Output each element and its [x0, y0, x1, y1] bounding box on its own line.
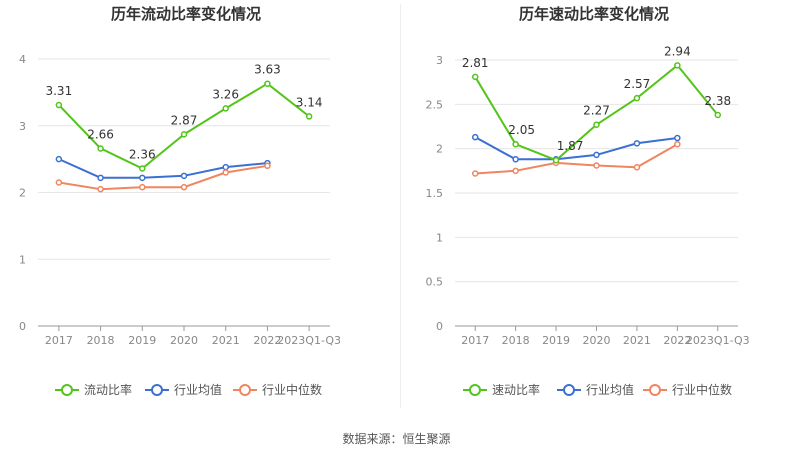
data-point [222, 163, 229, 171]
series-line [58, 164, 268, 191]
chart-title: 历年流动比率变化情况 [111, 5, 261, 23]
x-tick-label: 2018 [87, 334, 115, 347]
data-point [139, 183, 146, 191]
y-tick-label: 2 [436, 143, 443, 156]
chart-title: 历年速动比率变化情况 [519, 5, 669, 23]
data-point [633, 164, 641, 171]
data-point [264, 162, 271, 170]
legend-label: 流动比率 [84, 382, 132, 397]
x-tick-label: 2017 [461, 334, 489, 347]
x-tick-label: 2021 [212, 334, 240, 347]
legend-marker [649, 384, 661, 396]
data-label: 2.57 [624, 77, 651, 91]
data-point [674, 62, 681, 69]
data-point [97, 185, 104, 193]
data-point [55, 101, 63, 109]
data-point [593, 162, 600, 169]
data-point [471, 73, 479, 81]
x-tick-label: 2018 [502, 334, 530, 347]
data-point [180, 172, 188, 180]
data-point [593, 151, 600, 159]
data-point [222, 105, 229, 112]
data-label: 1.87 [557, 139, 584, 153]
data-point [139, 165, 146, 172]
data-label: 2.27 [583, 104, 610, 118]
data-point [471, 170, 479, 177]
x-tick-label: 2017 [45, 334, 73, 347]
data-label: 3.63 [254, 63, 281, 77]
data-point [139, 174, 146, 182]
legend-label: 行业均值 [586, 382, 634, 397]
y-tick-label: 2.5 [426, 98, 444, 111]
series-line [474, 136, 678, 161]
data-point [512, 167, 519, 175]
data-point [714, 111, 722, 119]
data-point [55, 155, 63, 163]
legend-marker [151, 384, 163, 396]
y-tick-label: 0 [436, 320, 443, 333]
series-line [475, 143, 678, 175]
y-tick-label: 3 [436, 54, 443, 67]
data-label: 2.94 [664, 44, 691, 58]
x-tick-label: 2021 [623, 334, 651, 347]
y-tick-label: 2 [19, 187, 26, 200]
y-tick-label: 1 [436, 231, 443, 244]
data-label: 2.36 [129, 147, 156, 161]
data-point [674, 140, 681, 148]
data-label: 2.38 [704, 94, 731, 108]
data-point [633, 94, 641, 102]
data-point [512, 156, 519, 163]
data-point [264, 80, 271, 87]
data-point [97, 145, 104, 152]
legend-marker [469, 384, 481, 396]
data-point [471, 133, 479, 141]
data-point [55, 179, 63, 186]
data-label: 2.66 [87, 127, 114, 141]
data-point [674, 134, 681, 142]
legend-marker [563, 384, 575, 396]
data-point [222, 169, 229, 176]
x-tick-label: 2019 [128, 334, 156, 347]
legend-marker [239, 384, 251, 396]
x-tick-label: 2023Q1-Q3 [277, 334, 341, 347]
data-point [97, 174, 104, 182]
data-label: 3.31 [45, 84, 72, 98]
data-source-note: 数据来源：恒生聚源 [342, 432, 451, 446]
x-tick-label: 2023Q1-Q3 [686, 334, 750, 347]
data-point [593, 121, 600, 128]
data-label: 3.26 [212, 87, 239, 101]
legend-label: 行业中位数 [672, 382, 732, 397]
x-tick-label: 2020 [583, 334, 611, 347]
data-point [552, 156, 560, 164]
y-tick-label: 1.5 [426, 187, 444, 200]
legend-label: 行业中位数 [262, 382, 322, 397]
x-tick-label: 2019 [542, 334, 570, 347]
legend-label: 行业均值 [174, 382, 222, 397]
x-tick-label: 2020 [170, 334, 198, 347]
data-point [180, 183, 188, 191]
y-tick-label: 4 [19, 53, 26, 66]
legend-label: 速动比率 [492, 382, 540, 397]
y-tick-label: 0 [19, 320, 26, 333]
data-label: 2.81 [462, 56, 489, 70]
legend-marker [61, 384, 73, 396]
data-label: 2.05 [508, 123, 535, 137]
data-label: 2.87 [171, 113, 198, 127]
data-point [512, 140, 519, 148]
data-point [305, 113, 313, 120]
y-tick-label: 0.5 [426, 276, 444, 289]
data-label: 3.14 [296, 95, 323, 109]
data-point [633, 140, 641, 147]
y-tick-label: 3 [19, 120, 26, 133]
x-tick-label: 2022 [253, 334, 281, 347]
series-line [58, 158, 268, 179]
panel-divider [400, 4, 401, 408]
y-tick-label: 1 [19, 253, 26, 266]
x-tick-label: 2022 [663, 334, 691, 347]
data-point [180, 131, 188, 138]
